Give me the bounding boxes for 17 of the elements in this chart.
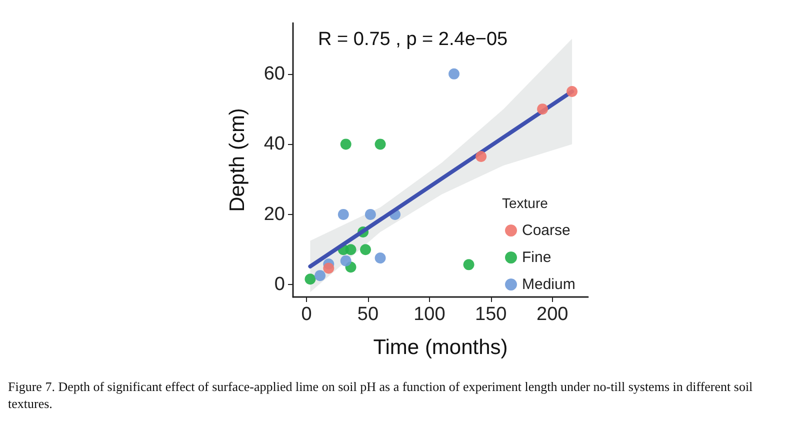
y-tick-label: 40 <box>264 134 285 155</box>
x-tick-label: 100 <box>414 304 446 325</box>
y-tick-label: 20 <box>264 204 285 225</box>
y-axis-title: Depth (cm) <box>226 108 249 212</box>
caption: Figure 7. Depth of significant effect of surface-applied lime on soil pH as a function of experiment length under no-till systems in different soil textures. <box>8 379 756 411</box>
annotation: R = 0.75 , p = 2.4e−05 <box>318 29 508 50</box>
x-tick-label: 200 <box>536 304 568 325</box>
x-axis-title: Time (months) <box>373 336 508 359</box>
legend-label: Medium <box>522 276 576 293</box>
legend-label: Coarse <box>522 222 570 239</box>
x-tick-label: 150 <box>475 304 507 325</box>
legend-title: Texture <box>502 195 548 211</box>
y-tick-label: 60 <box>264 63 285 84</box>
y-tick-label: 0 <box>274 274 285 296</box>
x-tick-label: 0 <box>301 304 312 325</box>
legend-label: Fine <box>522 249 552 266</box>
x-tick-label: 50 <box>357 304 379 325</box>
